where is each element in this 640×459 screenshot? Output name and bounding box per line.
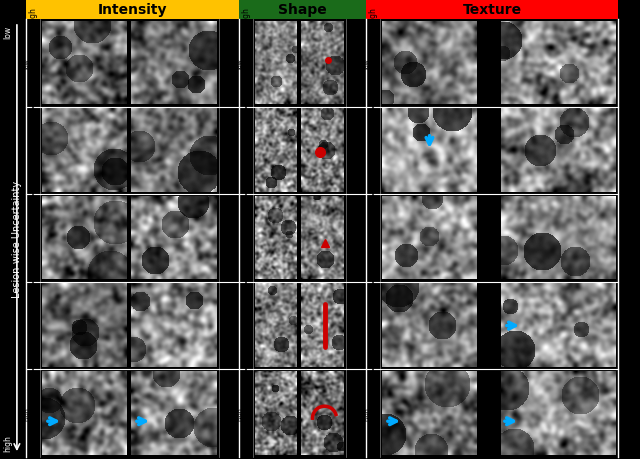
Text: high: high [629, 434, 638, 451]
Text: ShortRunEmphasis: ShortRunEmphasis [484, 199, 493, 278]
Text: Lesion-wise Uncertainty: Lesion-wise Uncertainty [12, 180, 22, 297]
Text: low: low [629, 26, 638, 39]
Text: Energy: Energy [224, 221, 234, 256]
Text: 90Percentile: 90Percentile [351, 210, 360, 267]
Text: low: low [3, 26, 12, 39]
Text: SmallDependenceEmphasis: SmallDependenceEmphasis [625, 185, 634, 291]
Text: low: low [364, 58, 369, 69]
Text: low: low [237, 58, 242, 69]
Text: high: high [237, 406, 242, 420]
Text: low: low [369, 453, 378, 459]
Text: Texture: Texture [463, 3, 522, 17]
Text: low: low [241, 453, 250, 459]
Text: high: high [364, 406, 369, 420]
Bar [366, 0, 618, 20]
Text: high: high [24, 406, 29, 420]
Text: Sphericity: Sphericity [351, 216, 360, 261]
Text: high: high [29, 7, 38, 24]
Bar [239, 0, 366, 20]
Bar [26, 0, 239, 20]
Text: high: high [3, 434, 12, 451]
Text: low: low [29, 453, 38, 459]
Text: low: low [24, 58, 29, 69]
Text: high: high [241, 7, 250, 24]
Text: Shape: Shape [278, 3, 327, 17]
Text: high: high [369, 7, 378, 24]
Text: Intensity: Intensity [98, 3, 167, 17]
